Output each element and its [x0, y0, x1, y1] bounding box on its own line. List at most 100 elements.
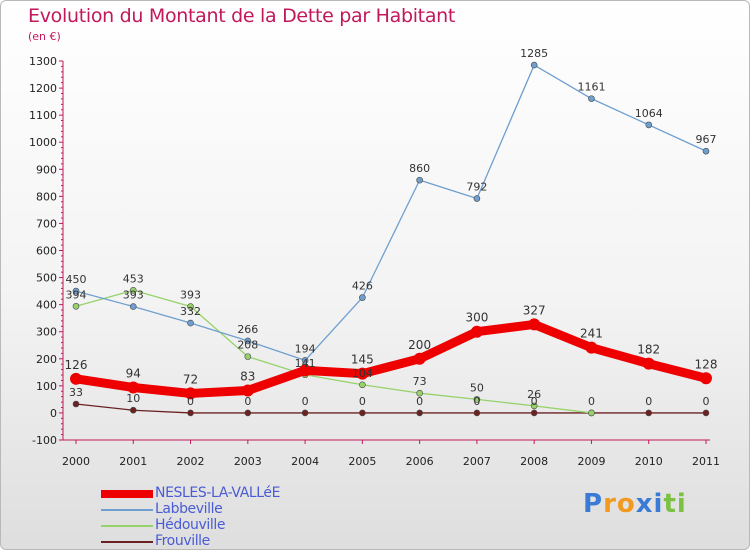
- data-point: [356, 367, 369, 380]
- data-label: 0: [645, 395, 652, 408]
- data-point: [244, 337, 252, 345]
- data-point: [187, 409, 194, 417]
- x-tick-label: 2005: [348, 455, 376, 468]
- data-point: [702, 409, 710, 417]
- y-tick-label: 700: [36, 217, 57, 230]
- data-label: 0: [416, 395, 423, 408]
- data-point: [416, 389, 423, 397]
- data-label: 450: [66, 273, 87, 286]
- y-tick-label: 1300: [29, 55, 57, 68]
- logo-letter: r: [603, 489, 617, 519]
- data-label: 394: [66, 288, 87, 301]
- data-label: 208: [237, 339, 258, 352]
- y-tick-label: 400: [36, 299, 57, 312]
- x-tick-label: 2003: [234, 455, 262, 468]
- data-point: [299, 364, 312, 377]
- data-point: [301, 409, 309, 417]
- data-label: 0: [531, 395, 538, 408]
- x-tick-label: 2004: [291, 455, 319, 468]
- x-tick-label: 2000: [62, 455, 90, 468]
- chart-title: Evolution du Montant de la Dette par Hab…: [28, 5, 456, 27]
- data-label: 0: [588, 395, 595, 408]
- data-point: [588, 409, 595, 417]
- data-point: [187, 319, 194, 327]
- data-point: [129, 406, 137, 414]
- data-label: 266: [237, 323, 258, 336]
- series-line-0: [71, 319, 711, 398]
- data-label: 0: [187, 395, 194, 408]
- data-point: [473, 409, 481, 417]
- data-label: 26: [527, 388, 541, 401]
- proxiti-logo: Proxiti: [583, 489, 687, 519]
- data-point: [72, 287, 80, 295]
- data-point: [416, 409, 423, 417]
- data-label: 0: [302, 395, 309, 408]
- y-tick-label: -100: [32, 434, 57, 447]
- legend-label: Frouville: [155, 533, 210, 549]
- y-tick-label: 100: [36, 380, 57, 393]
- data-point: [129, 303, 137, 310]
- x-tick-label: 2011: [692, 455, 720, 468]
- data-point: [184, 387, 197, 400]
- x-tick-label: 2009: [577, 455, 605, 468]
- data-label: 860: [409, 162, 430, 175]
- x-tick-label: 2007: [463, 455, 491, 468]
- data-label: 300: [465, 311, 488, 325]
- logo-letter: x: [635, 489, 654, 519]
- data-point: [530, 409, 538, 417]
- data-label: 792: [466, 181, 487, 194]
- data-label: 393: [180, 289, 201, 302]
- data-label: 1285: [520, 47, 548, 60]
- data-label: 332: [180, 305, 201, 318]
- legend-label: Labbeville: [155, 501, 223, 517]
- data-point: [187, 303, 194, 310]
- data-point: [702, 147, 710, 155]
- data-label: 453: [123, 272, 144, 285]
- data-point: [585, 341, 598, 354]
- x-tick-label: 2002: [177, 455, 205, 468]
- data-point: [244, 409, 252, 417]
- data-label: 1161: [577, 81, 605, 94]
- data-point: [301, 357, 309, 364]
- y-tick-label: 0: [50, 407, 57, 420]
- logo-letter: P: [583, 489, 604, 519]
- legend-swatch: [101, 490, 153, 498]
- data-label: 0: [473, 395, 480, 408]
- y-tick-label: 1200: [29, 82, 57, 95]
- data-label: 393: [123, 289, 144, 302]
- data-label: 83: [240, 369, 255, 383]
- data-point: [528, 318, 541, 331]
- x-tick-label: 2010: [635, 455, 663, 468]
- logo-letter: i: [653, 489, 664, 519]
- data-label: 1064: [635, 107, 663, 120]
- data-label: 0: [703, 395, 710, 408]
- y-tick-label: 1000: [29, 136, 57, 149]
- data-point: [72, 302, 80, 310]
- data-point: [359, 381, 366, 389]
- data-point: [244, 353, 252, 360]
- y-tick-label: 500: [36, 272, 57, 285]
- x-tick-label: 2001: [119, 455, 147, 468]
- legend-label: Hédouville: [155, 517, 226, 533]
- data-label: 141: [295, 357, 316, 370]
- data-point: [530, 61, 538, 69]
- data-point: [127, 381, 140, 394]
- data-label: 194: [295, 342, 316, 355]
- data-point: [129, 286, 137, 294]
- data-label: 128: [695, 357, 718, 371]
- series-line-1: [75, 64, 707, 362]
- data-point: [241, 384, 254, 397]
- data-point: [642, 357, 655, 370]
- data-point: [413, 352, 426, 365]
- data-point: [700, 372, 712, 385]
- logo-letter: t: [663, 489, 677, 519]
- data-label: 145: [351, 353, 374, 367]
- data-label: 327: [523, 303, 546, 317]
- chart-unit-label: (en €): [28, 30, 61, 43]
- data-point: [473, 396, 481, 403]
- data-point: [588, 95, 595, 102]
- data-label: 104: [352, 367, 373, 380]
- data-point: [645, 121, 653, 129]
